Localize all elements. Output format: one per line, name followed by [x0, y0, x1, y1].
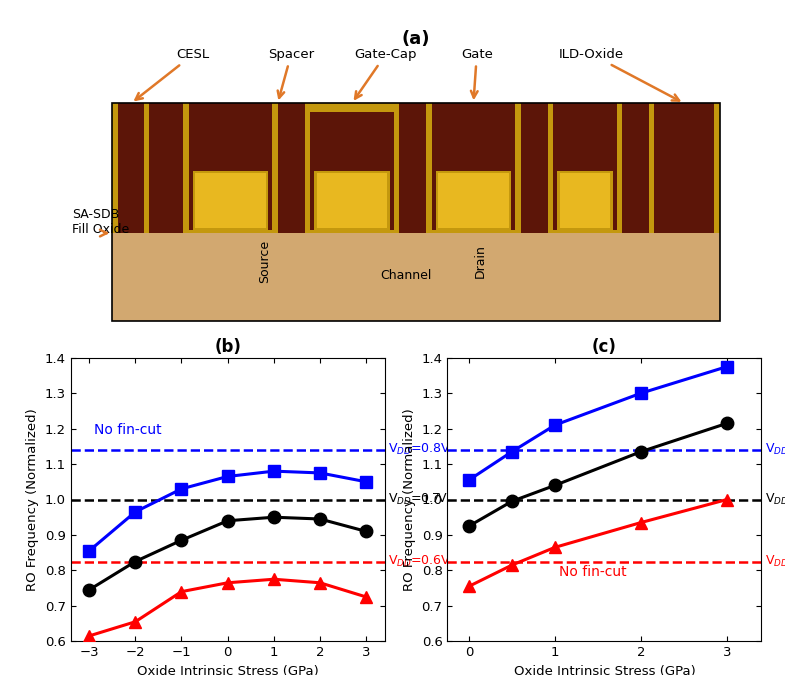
- X-axis label: Oxide Intrinsic Stress (GPa): Oxide Intrinsic Stress (GPa): [513, 665, 696, 675]
- Bar: [436, 171, 511, 230]
- Title: (b): (b): [214, 338, 241, 356]
- Bar: [557, 171, 612, 230]
- Text: No fin-cut: No fin-cut: [93, 423, 162, 437]
- Bar: [112, 103, 720, 321]
- Text: V$_{DD}$=0.7V: V$_{DD}$=0.7V: [765, 492, 785, 507]
- Y-axis label: RO Frequency (Normalized): RO Frequency (Normalized): [26, 408, 39, 591]
- Text: (a): (a): [402, 30, 430, 48]
- Bar: [112, 103, 720, 321]
- X-axis label: Oxide Intrinsic Stress (GPa): Oxide Intrinsic Stress (GPa): [137, 665, 319, 675]
- Text: V$_{DD}$=0.6V: V$_{DD}$=0.6V: [765, 554, 785, 569]
- Bar: [316, 173, 387, 227]
- Text: Spacer: Spacer: [268, 48, 314, 98]
- Title: (c): (c): [592, 338, 617, 356]
- Text: Channel: Channel: [380, 269, 432, 282]
- Bar: [548, 103, 553, 233]
- Bar: [310, 230, 394, 233]
- Text: Gate-Cap: Gate-Cap: [354, 48, 417, 99]
- Text: Drain: Drain: [473, 244, 487, 278]
- Bar: [560, 173, 610, 227]
- Bar: [112, 103, 720, 233]
- Bar: [432, 230, 515, 233]
- Bar: [192, 171, 268, 230]
- Text: CESL: CESL: [136, 48, 210, 100]
- Bar: [649, 103, 655, 233]
- Bar: [183, 103, 188, 233]
- Bar: [394, 103, 399, 233]
- Bar: [112, 103, 118, 233]
- Text: Source: Source: [257, 240, 271, 283]
- Bar: [144, 103, 149, 233]
- Bar: [188, 230, 272, 233]
- Bar: [272, 103, 278, 233]
- Text: SA-SDB
Fill Oxide: SA-SDB Fill Oxide: [71, 208, 129, 236]
- Text: V$_{DD}$=0.7V: V$_{DD}$=0.7V: [388, 492, 448, 507]
- Bar: [195, 173, 266, 227]
- Bar: [426, 103, 432, 233]
- Bar: [714, 103, 720, 233]
- Text: V$_{DD}$=0.6V: V$_{DD}$=0.6V: [388, 554, 451, 569]
- Text: ILD-Oxide: ILD-Oxide: [559, 48, 679, 101]
- Bar: [305, 103, 310, 233]
- Bar: [438, 173, 509, 227]
- Bar: [515, 103, 520, 233]
- Text: No fin-cut: No fin-cut: [559, 565, 627, 579]
- Y-axis label: RO Frequency (Normalized): RO Frequency (Normalized): [403, 408, 416, 591]
- Bar: [310, 103, 394, 112]
- Bar: [616, 103, 622, 233]
- Text: Gate: Gate: [461, 48, 493, 98]
- Bar: [314, 171, 389, 230]
- Text: V$_{DD}$=0.8V: V$_{DD}$=0.8V: [388, 442, 451, 458]
- Bar: [553, 230, 616, 233]
- Text: V$_{DD}$=0.8V: V$_{DD}$=0.8V: [765, 442, 785, 458]
